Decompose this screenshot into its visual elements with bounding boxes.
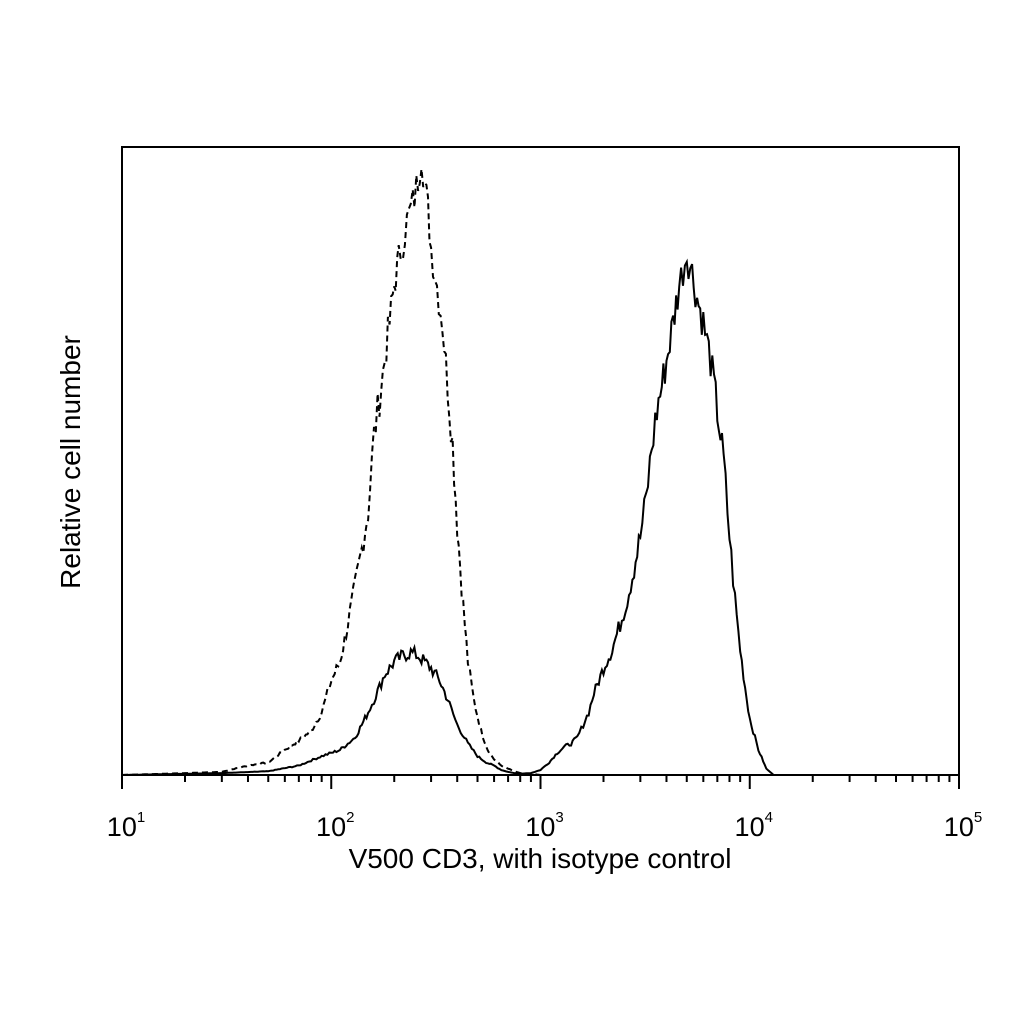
x-axis-ticks	[121, 775, 960, 789]
x-tick-label: 103	[525, 809, 563, 842]
cd3-series-line	[122, 258, 959, 776]
plot-area	[121, 146, 960, 776]
x-tick-label: 105	[944, 809, 982, 842]
y-axis-label: Relative cell number	[55, 335, 86, 589]
isotype-control-series-line	[121, 168, 959, 776]
x-tick-label: 104	[735, 809, 773, 842]
x-tick-label: 102	[316, 809, 354, 842]
x-tick-label: 101	[107, 809, 145, 842]
x-axis-label: V500 CD3, with isotype control	[349, 843, 732, 874]
x-axis-tick-labels: 101 102 103 104 105	[107, 809, 982, 842]
plot-frame	[121, 146, 960, 776]
